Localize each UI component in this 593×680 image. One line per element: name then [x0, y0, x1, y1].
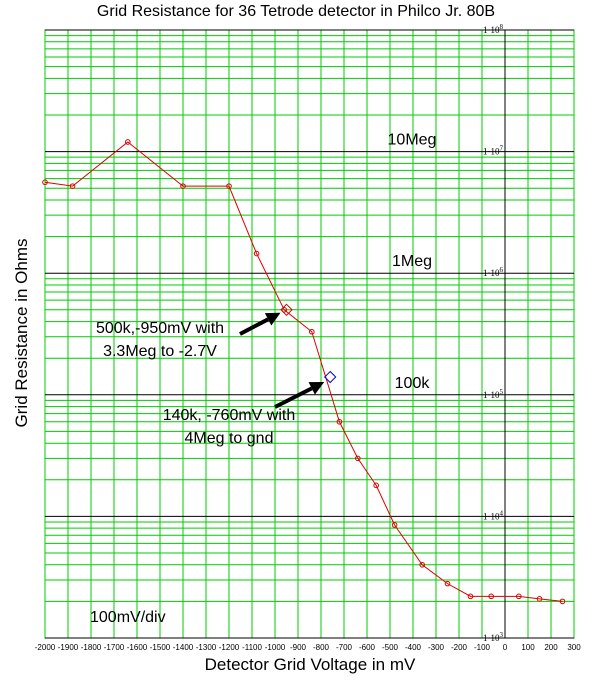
y-tick-label: 1·105 — [483, 388, 504, 400]
y-tick-label: 1·104 — [483, 509, 504, 521]
annotation-text: 4Meg to gnd — [185, 430, 274, 447]
x-tick-label: -1800 — [81, 643, 102, 652]
x-tick-label: -400 — [405, 643, 422, 652]
annotation-text: 140k, -760mV with — [163, 407, 296, 424]
grid — [44, 29, 575, 639]
x-tick-label: -700 — [336, 643, 353, 652]
x-tick-label: 100 — [521, 643, 535, 652]
y-ticks: 1·103 1·104 1·105 1·106 1·107 1·108 — [483, 23, 504, 643]
data-point — [419, 561, 426, 568]
data-point — [281, 307, 288, 313]
data-point — [488, 593, 495, 600]
x-tick-label: -1900 — [58, 643, 79, 652]
data-point — [336, 418, 343, 425]
data-point — [42, 179, 48, 186]
data-point — [391, 522, 398, 528]
chart-title: Grid Resistance for 36 Tetrode detector … — [97, 3, 495, 20]
y-tick-label: 1·106 — [483, 266, 504, 278]
data-point — [559, 598, 566, 605]
y-axis-label: Grid Resistance in Ohms — [12, 239, 31, 428]
annotation-layer: 500k,-950mV with 3.3Meg to -2.7V 140k, -76… — [96, 312, 325, 447]
data-point — [125, 139, 131, 145]
data-point — [536, 596, 543, 602]
plot-area: 1·103 1·104 1·105 1·106 1·107 1·108 500k,-950… — [42, 23, 575, 643]
x-tick-label: 0 — [503, 643, 508, 652]
x-ticks: -2000 -1900 -1800 -1700 -1600 -1500 -1400 -1300… — [35, 643, 581, 652]
x-tick-label: -1600 — [127, 643, 148, 652]
x-axis-label: Detector Grid Voltage in mV — [205, 655, 416, 674]
decade-label: 100k — [395, 375, 431, 392]
scale-note: 100mV/div — [90, 609, 166, 626]
data-point — [180, 183, 186, 189]
decade-label: 10Meg — [388, 132, 437, 149]
data-point — [516, 593, 522, 600]
x-tick-label: 200 — [544, 643, 558, 652]
y-tick-label: 1·107 — [483, 145, 504, 157]
x-tick-label: -1000 — [265, 643, 286, 652]
data-point — [226, 183, 232, 189]
x-tick-label: -1100 — [242, 643, 262, 652]
x-tick-label: -600 — [359, 643, 376, 652]
data-point — [444, 580, 451, 587]
x-tick-label: -1300 — [196, 643, 217, 652]
highlight-marker — [280, 303, 293, 317]
data-point — [69, 183, 76, 189]
x-tick-label: 300 — [567, 643, 581, 652]
y-tick-label: 1·103 — [483, 631, 504, 643]
data-point — [467, 593, 474, 600]
series-layer — [42, 139, 566, 605]
x-tick-label: -500 — [382, 643, 399, 652]
annotation-arrowhead — [264, 312, 281, 326]
y-tick-label: 1·108 — [483, 23, 504, 35]
x-tick-label: -1500 — [150, 643, 171, 652]
highlight-layer — [280, 303, 337, 384]
x-tick-label: -1400 — [173, 643, 194, 652]
x-tick-label: -100 — [474, 643, 491, 652]
data-point — [373, 482, 380, 489]
x-tick-label: -800 — [313, 643, 330, 652]
series-line — [44, 141, 563, 602]
x-tick-label: -1200 — [219, 643, 240, 652]
annotation-arrowhead — [308, 382, 325, 395]
data-point — [355, 455, 361, 462]
data-point — [309, 328, 315, 335]
decade-lines — [45, 29, 574, 639]
annotation-arrow — [239, 317, 270, 336]
annotation-arrow — [274, 386, 313, 409]
decade-label: 1Meg — [392, 253, 432, 270]
x-tick-label: -2000 — [35, 643, 56, 652]
x-tick-label: -200 — [451, 643, 468, 652]
x-tick-label: -300 — [428, 643, 445, 652]
data-point — [253, 250, 260, 257]
highlight-marker — [323, 370, 337, 384]
decade-label-layer: 10Meg 1Meg 100k — [388, 132, 437, 392]
annotation-text: 3.3Meg to -2.7V — [103, 343, 217, 360]
annotation-text: 500k,-950mV with — [96, 320, 224, 337]
x-tick-label: -1700 — [104, 643, 125, 652]
x-tick-label: -900 — [290, 643, 307, 652]
